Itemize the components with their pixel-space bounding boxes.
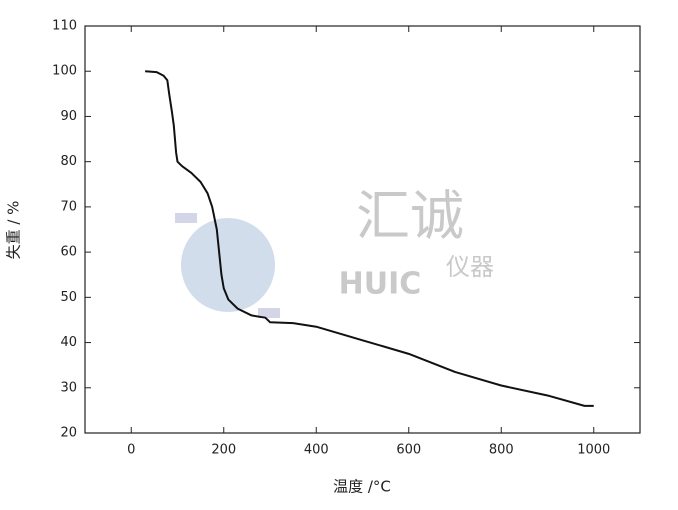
y-tick-label: 60 bbox=[60, 245, 77, 260]
y-tick-label: 100 bbox=[52, 64, 77, 79]
y-tick-label: 70 bbox=[60, 199, 77, 214]
y-tick-label: 50 bbox=[60, 290, 77, 305]
y-tick-label: 20 bbox=[60, 426, 77, 441]
y-tick-label: 80 bbox=[60, 154, 77, 169]
y-tick-label: 30 bbox=[60, 380, 77, 395]
y-axis-label: 失重 / % bbox=[5, 201, 23, 260]
y-tick-label: 110 bbox=[52, 19, 77, 34]
x-tick-label: 0 bbox=[127, 443, 135, 458]
x-tick-label: 800 bbox=[489, 443, 514, 458]
y-tick-label: 40 bbox=[60, 335, 77, 350]
plot-frame bbox=[84, 25, 641, 434]
x-tick-label: 600 bbox=[396, 443, 421, 458]
x-tick-label: 200 bbox=[211, 443, 236, 458]
x-axis-label: 温度 /°C bbox=[333, 478, 391, 496]
watermark-text: 汇诚 bbox=[356, 185, 464, 248]
x-tick-label: 1000 bbox=[577, 443, 610, 458]
watermark-text: 仪器 bbox=[446, 253, 494, 281]
x-tick-label: 400 bbox=[304, 443, 329, 458]
watermark-logo bbox=[175, 213, 280, 318]
line bbox=[145, 70, 594, 407]
watermark-text: HUIC bbox=[339, 267, 422, 302]
y-tick-label: 90 bbox=[60, 109, 77, 124]
